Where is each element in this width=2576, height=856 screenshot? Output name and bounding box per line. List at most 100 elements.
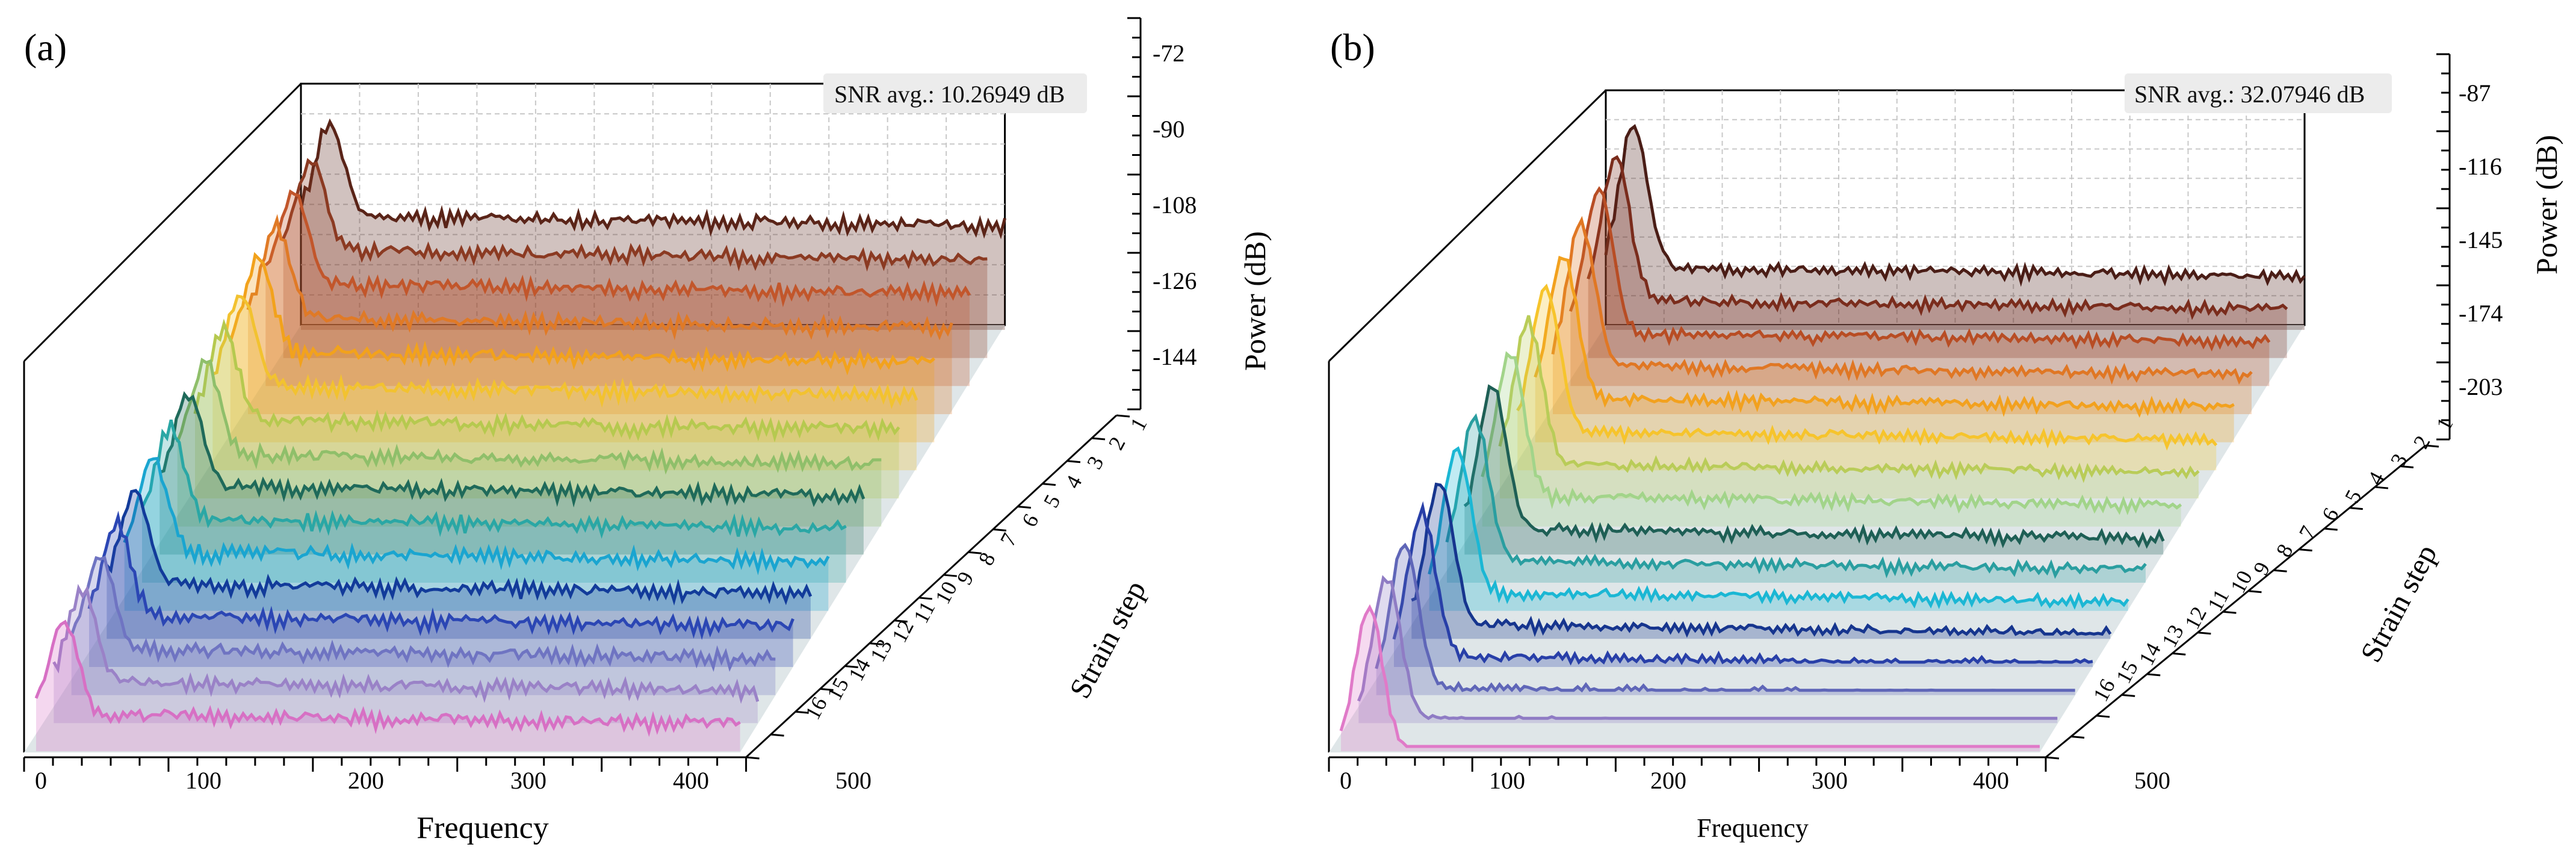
series-fill-step-10	[142, 420, 846, 583]
panel-a-power-tick: -72	[1153, 40, 1184, 67]
panel-a-step-tick: 3	[1082, 452, 1109, 473]
panel-a-power-tick: -126	[1153, 267, 1197, 294]
step-axis-tick	[2299, 548, 2312, 552]
panel-a-step-tick: 2	[1104, 433, 1130, 454]
panel-a-step-tick: 13	[865, 635, 897, 666]
panel-a-freq-tick: 500	[835, 767, 872, 794]
panel-a-step-tick: 12	[887, 616, 918, 647]
panel-b-step-tick: 14	[2134, 639, 2166, 669]
series-line-step-9	[159, 391, 865, 508]
series-line-step-7	[193, 318, 900, 443]
series-line-step-1	[299, 118, 1007, 240]
step-axis-line	[2045, 444, 2426, 758]
series-line-step-14	[70, 555, 776, 672]
panel-a-step-tick: 16	[800, 693, 832, 724]
series-line-step-3	[1568, 186, 2271, 352]
panel-a-power-tick: -108	[1153, 191, 1197, 219]
panel-b-snr-box	[2125, 73, 2392, 113]
step-axis-tick	[2197, 631, 2211, 635]
series-line-step-16	[34, 619, 741, 737]
series-line-step-15	[1357, 575, 2058, 721]
panel-a-step-tick: 9	[952, 568, 979, 589]
step-axis-tick	[820, 687, 834, 691]
series-line-step-10	[140, 420, 847, 539]
series-line-step-4	[246, 214, 953, 341]
step-axis-tick	[1042, 483, 1056, 486]
panel-a-step-tick: 1	[1125, 414, 1152, 435]
step-axis-tick	[2248, 590, 2262, 594]
panel-a-freq-tick: 300	[510, 767, 546, 794]
panel-b-step-tick: 8	[2271, 540, 2298, 561]
panel-a-label: (a)	[24, 26, 67, 69]
panel-a: (a) SNR avg.: 10.26949 dB Power (dB) Fre…	[23, 17, 1272, 845]
panel-b-power-tick: -116	[2459, 153, 2502, 180]
series-fill-step-5	[1535, 258, 2234, 442]
series-fill-step-9	[1464, 386, 2164, 555]
panel-a-step-tick: 4	[1060, 471, 1087, 492]
panel-b-power-tick: -87	[2459, 79, 2491, 107]
series-line-step-7	[1498, 315, 2200, 483]
step-axis-tick	[795, 710, 809, 714]
panel-b: (b) SNR avg.: 32.07946 dB Power (dB) Fre…	[1328, 26, 2563, 843]
series-line-step-3	[264, 189, 971, 308]
step-axis-tick	[1017, 505, 1032, 509]
step-axis-tick	[770, 733, 784, 737]
step-axis-tick	[968, 551, 982, 554]
series-line-step-2	[1587, 155, 2288, 320]
panel-b-label: (b)	[1330, 26, 1375, 69]
series-fill-step-13	[89, 516, 793, 667]
panel-a-axes	[23, 17, 1142, 772]
series-fill-step-7	[1500, 315, 2199, 498]
step-axis-tick	[2425, 444, 2439, 448]
panel-b-freq-tick: 100	[1489, 767, 1525, 794]
panel-b-freq-tick: 0	[1340, 767, 1352, 794]
series-line-step-16	[1339, 604, 2040, 748]
step-axis-tick	[992, 528, 1007, 532]
panel-b-power-tick-labels: -87 -116 -145 -174 -203	[2459, 79, 2503, 400]
series-line-step-8	[1481, 351, 2182, 515]
series-line-step-13	[87, 510, 794, 640]
panel-a-step-tick: 14	[844, 654, 875, 685]
series-fill-step-10	[1447, 417, 2146, 583]
step-axis-tick	[2349, 507, 2363, 510]
step-axis-tick	[2096, 715, 2110, 718]
series-line-step-10	[1445, 413, 2147, 579]
panel-b-power-tick: -174	[2459, 300, 2503, 327]
panel-a-step-tick: 5	[1039, 491, 1065, 512]
step-axis-tick	[918, 597, 932, 600]
panel-a-step-tick: 15	[822, 674, 853, 704]
series-fill-step-2	[283, 160, 988, 358]
step-axis-line	[745, 414, 1118, 758]
step-axis-tick	[2223, 610, 2237, 614]
panel-b-power-title: Power (dB)	[2530, 135, 2563, 274]
panel-a-power-tick: -90	[1153, 116, 1184, 143]
step-axis-tick	[1116, 414, 1130, 418]
step-axis-tick	[2324, 527, 2338, 531]
step-axis-tick	[1091, 437, 1106, 441]
panel-b-freq-tick: 400	[1973, 767, 2009, 794]
panel-a-freq-tick: 0	[35, 767, 47, 794]
step-axis-tick	[2172, 652, 2186, 656]
series-fill-step-4	[248, 219, 952, 414]
panel-a-power-tick-labels: -72 -90 -108 -126 -144	[1153, 40, 1197, 370]
panel-b-freq-tick: 500	[2134, 767, 2170, 794]
step-axis-tick	[2122, 693, 2135, 697]
panel-a-step-title: Strain step	[1062, 575, 1152, 704]
panel-a-freq-tick: 200	[348, 767, 384, 794]
panel-a-frequency-tick-labels: 0 100 200 300 400 500	[35, 767, 872, 794]
panel-a-frequency-title: Frequency	[416, 811, 548, 845]
series-fill-step-11	[124, 458, 829, 611]
panel-a-step-tick: 8	[974, 548, 1000, 569]
series-line-step-2	[282, 158, 988, 272]
panel-a-series-group	[34, 118, 1007, 751]
step-axis-tick	[844, 665, 858, 669]
step-axis-tick	[2147, 673, 2161, 677]
left-wall-top-edge	[23, 82, 302, 362]
panel-b-snr-text: SNR avg.: 32.07946 dB	[2134, 81, 2365, 108]
panel-b-step-title: Strain step	[2353, 539, 2443, 668]
panel-a-snr-text: SNR avg.: 10.26949 dB	[834, 81, 1065, 108]
panel-b-step-tick: 13	[2157, 621, 2188, 651]
step-axis-tick	[894, 619, 908, 623]
series-line-step-6	[212, 294, 918, 409]
